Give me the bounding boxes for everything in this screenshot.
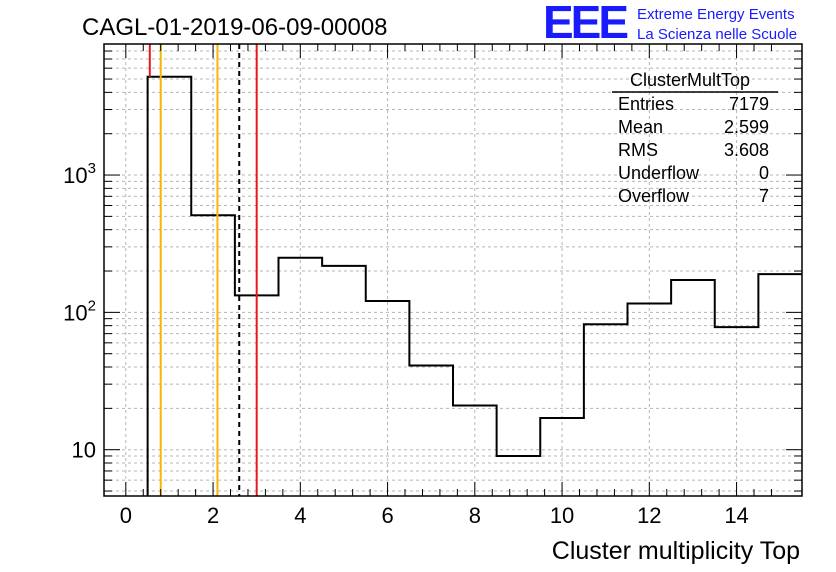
eee-logo-mark: EEE — [543, 0, 627, 48]
x-axis-ticks: 0 2 4 6 8 10 12 14 — [120, 44, 772, 528]
x-tick-label: 10 — [550, 503, 574, 528]
stats-row-value: 3.608 — [724, 140, 769, 160]
stats-row-value: 0 — [759, 163, 769, 183]
stats-box: ClusterMultTop Entries 7179 Mean 2.599 RMS 3.… — [612, 70, 778, 206]
stats-row-label: Entries — [618, 94, 674, 114]
histogram-outline — [146, 75, 802, 496]
stats-row-value: 7 — [759, 186, 769, 206]
stats-row-label: Underflow — [618, 163, 700, 183]
y-tick-label: 10 — [72, 438, 96, 463]
chart-title: CAGL-01-2019-06-09-00008 — [82, 14, 388, 41]
plot-frame — [103, 43, 803, 497]
x-tick-label: 4 — [294, 503, 306, 528]
stats-title: ClusterMultTop — [630, 70, 750, 90]
stats-row-label: RMS — [618, 140, 658, 160]
x-axis-label: Cluster multiplicity Top — [552, 537, 800, 565]
x-tick-label: 14 — [724, 503, 748, 528]
histogram-series — [146, 75, 802, 496]
logo-line2: La Scienza nelle Scuole — [637, 26, 797, 43]
stats-row-label: Overflow — [618, 186, 690, 206]
stats-row-value: 2.599 — [724, 117, 769, 137]
stats-row-label: Mean — [618, 117, 663, 137]
grid-lines — [104, 44, 802, 496]
x-tick-label: 12 — [637, 503, 661, 528]
logo-line1: Extreme Energy Events — [637, 6, 795, 23]
x-tick-label: 8 — [469, 503, 481, 528]
stats-rows: Entries 7179 Mean 2.599 RMS 3.608 Underflow 0 Ov… — [618, 94, 769, 206]
y-axis-ticks: 10 102 103 — [63, 50, 802, 492]
eee-logo: EEE Extreme Energy Events La Scienza nel… — [543, 0, 797, 48]
x-tick-label: 0 — [120, 503, 132, 528]
stats-row-value: 7179 — [729, 94, 769, 114]
y-tick-label: 103 — [63, 160, 96, 188]
y-tick-label: 102 — [63, 297, 96, 325]
x-tick-label: 2 — [207, 503, 219, 528]
vertical-marker-lines — [148, 44, 258, 496]
x-tick-label: 6 — [381, 503, 393, 528]
